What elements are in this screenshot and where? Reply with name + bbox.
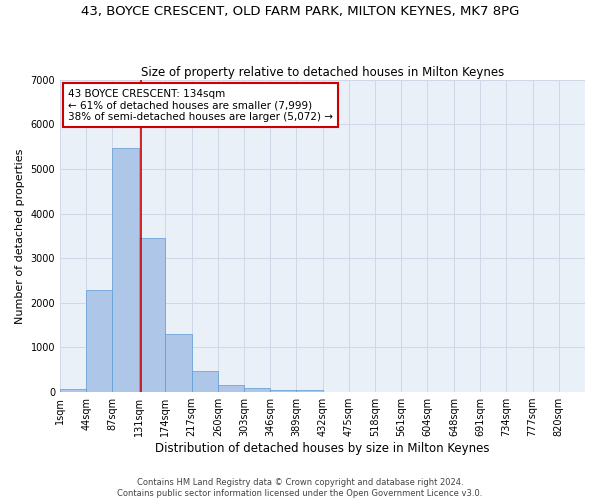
Bar	[244, 388, 270, 392]
Text: Contains HM Land Registry data © Crown copyright and database right 2024.
Contai: Contains HM Land Registry data © Crown c…	[118, 478, 482, 498]
Bar	[86, 290, 112, 392]
Bar	[166, 334, 191, 392]
Y-axis label: Number of detached properties: Number of detached properties	[15, 148, 25, 324]
X-axis label: Distribution of detached houses by size in Milton Keynes: Distribution of detached houses by size …	[155, 442, 490, 455]
Bar	[218, 385, 244, 392]
Text: 43 BOYCE CRESCENT: 134sqm
← 61% of detached houses are smaller (7,999)
38% of se: 43 BOYCE CRESCENT: 134sqm ← 61% of detac…	[68, 88, 333, 122]
Bar	[191, 371, 218, 392]
Bar	[60, 388, 86, 392]
Bar	[139, 238, 166, 392]
Title: Size of property relative to detached houses in Milton Keynes: Size of property relative to detached ho…	[141, 66, 504, 78]
Bar	[112, 148, 139, 392]
Text: 43, BOYCE CRESCENT, OLD FARM PARK, MILTON KEYNES, MK7 8PG: 43, BOYCE CRESCENT, OLD FARM PARK, MILTO…	[81, 5, 519, 18]
Bar	[296, 390, 323, 392]
Bar	[270, 390, 296, 392]
